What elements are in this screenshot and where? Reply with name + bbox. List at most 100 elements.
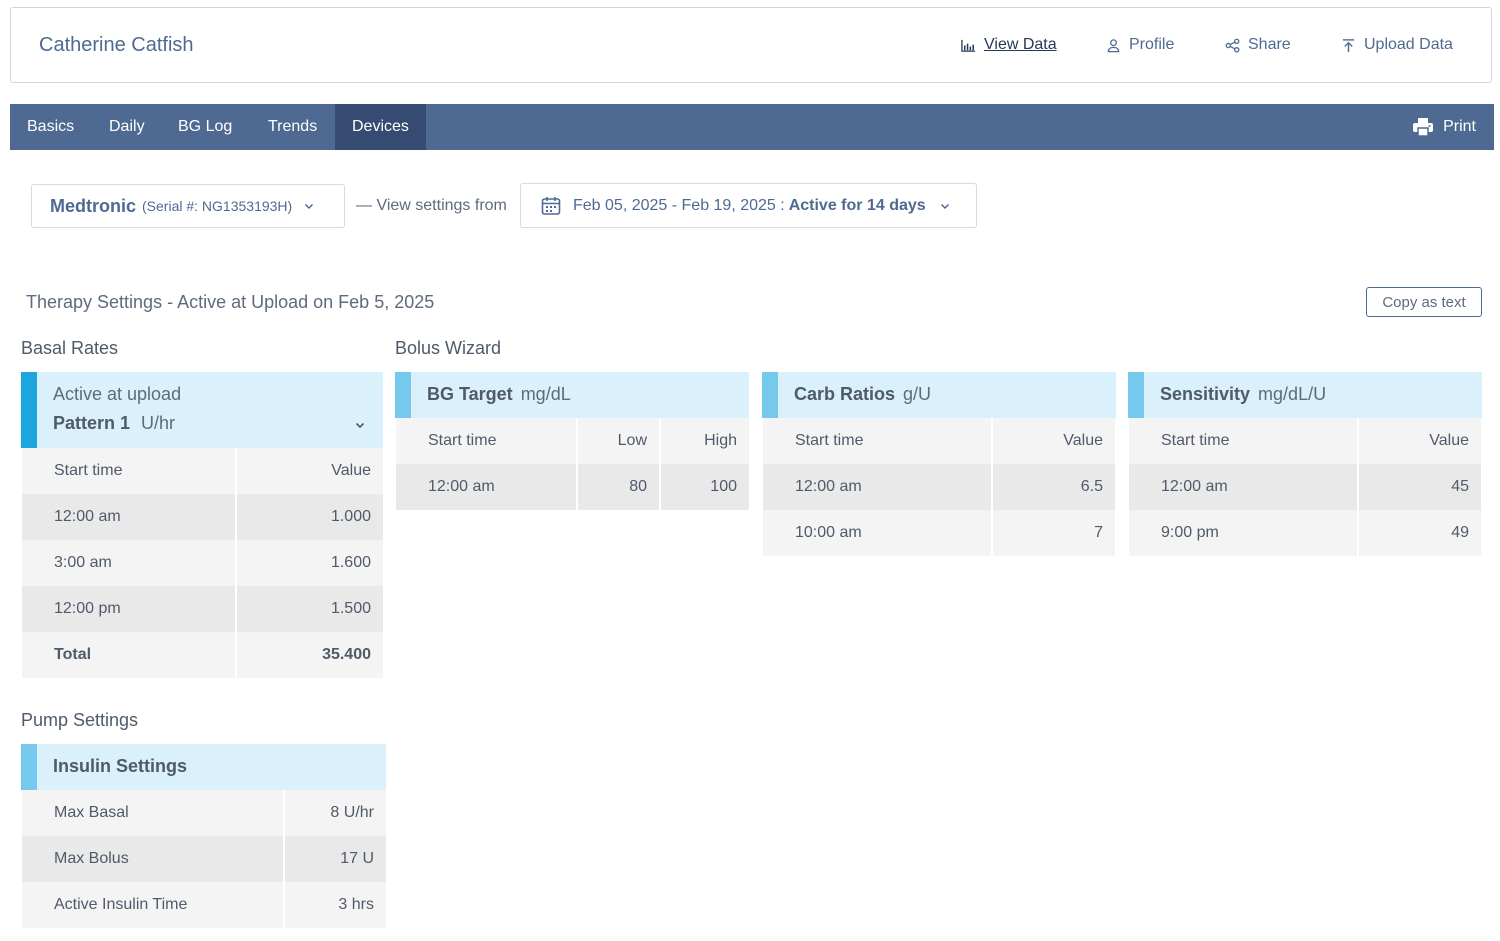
bar-chart-icon bbox=[961, 39, 976, 52]
table-row: Active Insulin Time 3 hrs bbox=[22, 882, 386, 928]
table-row: 12:00 am 1.000 bbox=[22, 494, 383, 540]
table-row: 12:00 am 80 100 bbox=[396, 464, 749, 510]
carb-ratios-header: Carb Ratios g/U bbox=[762, 372, 1116, 418]
basal-rates-title: Basal Rates bbox=[21, 338, 119, 358]
value-cell: 6.5 bbox=[992, 464, 1115, 510]
start-time-cell: 12:00 am bbox=[22, 494, 237, 540]
total-label: Total bbox=[22, 632, 237, 678]
start-time-cell: 12:00 am bbox=[1129, 464, 1359, 510]
basal-rates-table: Start time Value 12:00 am 1.000 3:00 am … bbox=[22, 448, 383, 678]
table-row: 12:00 pm 1.500 bbox=[22, 586, 383, 632]
copy-as-text-button[interactable]: Copy as text bbox=[1366, 287, 1482, 317]
device-name: Medtronic bbox=[50, 195, 137, 216]
tab-bg-log[interactable]: BG Log bbox=[178, 118, 233, 135]
column-header: Value bbox=[992, 418, 1115, 464]
date-range-dropdown[interactable]: Feb 05, 2025 - Feb 19, 2025 : Active for… bbox=[520, 183, 977, 228]
total-row: Total 35.400 bbox=[22, 632, 383, 678]
setting-label: Active Insulin Time bbox=[22, 882, 285, 928]
tab-daily[interactable]: Daily bbox=[109, 118, 145, 135]
share-label: Share bbox=[1248, 36, 1291, 53]
tab-devices[interactable]: Devices bbox=[335, 104, 426, 150]
start-time-cell: 12:00 am bbox=[396, 464, 578, 510]
insulin-settings-table: Max Basal 8 U/hr Max Bolus 17 U Active I… bbox=[22, 790, 386, 928]
chevron-down-icon bbox=[305, 203, 314, 210]
insulin-settings-header: Insulin Settings bbox=[21, 744, 386, 790]
carb-ratios-table: Start time Value 12:00 am 6.5 10:00 am 7 bbox=[763, 418, 1115, 556]
device-dropdown[interactable]: Medtronic (Serial #: NG1353193H) bbox=[31, 184, 345, 228]
column-header: Low bbox=[577, 418, 661, 464]
view-settings-label: — View settings from bbox=[356, 197, 507, 214]
carb-ratios-title: Carb Ratios g/U bbox=[794, 384, 932, 404]
bg-target-header: BG Target mg/dL bbox=[395, 372, 749, 418]
active-at-upload-label: Active at upload bbox=[53, 384, 182, 404]
calendar-icon bbox=[541, 196, 561, 215]
setting-label: Max Bolus bbox=[22, 836, 285, 882]
nav-bar: Basics Daily BG Log Trends Devices Print bbox=[10, 104, 1494, 150]
table-header-row: Start time Value bbox=[1129, 418, 1481, 464]
start-time-cell: 12:00 pm bbox=[22, 586, 237, 632]
setting-value: 17 U bbox=[284, 836, 386, 882]
profile-label: Profile bbox=[1129, 36, 1175, 53]
therapy-settings-title: Therapy Settings - Active at Upload on F… bbox=[26, 292, 435, 312]
column-header: Start time bbox=[1129, 418, 1359, 464]
start-time-cell: 10:00 am bbox=[763, 510, 993, 556]
share-link[interactable]: Share bbox=[1225, 36, 1291, 54]
setting-label: Max Basal bbox=[22, 790, 285, 836]
upload-data-label: Upload Data bbox=[1364, 36, 1453, 53]
bolus-wizard-title: Bolus Wizard bbox=[395, 338, 502, 358]
card-accent bbox=[21, 372, 37, 448]
basal-pattern-selector[interactable]: Active at upload Pattern 1 U/hr bbox=[21, 372, 383, 448]
chevron-down-icon bbox=[940, 203, 949, 209]
card-accent bbox=[1128, 372, 1144, 418]
table-row: 12:00 am 45 bbox=[1129, 464, 1481, 510]
view-data-link[interactable]: View Data bbox=[961, 36, 1057, 54]
value-cell: 7 bbox=[992, 510, 1115, 556]
column-header: Start time bbox=[763, 418, 993, 464]
patient-name[interactable]: Catherine Catfish bbox=[39, 34, 194, 56]
table-row: Max Bolus 17 U bbox=[22, 836, 386, 882]
table-row: 12:00 am 6.5 bbox=[763, 464, 1115, 510]
table-row: 10:00 am 7 bbox=[763, 510, 1115, 556]
value-cell: 1.000 bbox=[236, 494, 383, 540]
value-cell: 49 bbox=[1358, 510, 1481, 556]
column-header: High bbox=[660, 418, 749, 464]
table-row: 3:00 am 1.600 bbox=[22, 540, 383, 586]
sensitivity-table: Start time Value 12:00 am 45 9:00 pm 49 bbox=[1129, 418, 1481, 556]
active-duration: Active for 14 days bbox=[788, 196, 926, 214]
sensitivity-header: Sensitivity mg/dL/U bbox=[1128, 372, 1482, 418]
printer-icon bbox=[1413, 118, 1434, 136]
value-cell: 45 bbox=[1358, 464, 1481, 510]
chevron-down-icon bbox=[355, 422, 365, 429]
bg-target-title: BG Target mg/dL bbox=[427, 384, 571, 404]
value-cell: 1.600 bbox=[236, 540, 383, 586]
setting-value: 8 U/hr bbox=[284, 790, 386, 836]
share-icon bbox=[1225, 38, 1240, 52]
device-serial: (Serial #: NG1353193H) bbox=[142, 198, 293, 214]
sensitivity-title: Sensitivity mg/dL/U bbox=[1160, 384, 1327, 404]
print-button[interactable]: Print bbox=[1413, 104, 1476, 150]
upload-data-link[interactable]: Upload Data bbox=[1341, 36, 1453, 54]
tab-basics[interactable]: Basics bbox=[27, 118, 75, 135]
start-time-cell: 12:00 am bbox=[763, 464, 993, 510]
tab-trends[interactable]: Trends bbox=[268, 118, 318, 135]
print-label: Print bbox=[1443, 118, 1476, 135]
date-range-text: Feb 05, 2025 - Feb 19, 2025 : bbox=[573, 196, 785, 214]
total-value: 35.400 bbox=[236, 632, 383, 678]
bg-target-table: Start time Low High 12:00 am 80 100 bbox=[396, 418, 749, 510]
low-cell: 80 bbox=[577, 464, 661, 510]
basal-unit: U/hr bbox=[141, 413, 176, 433]
basal-pattern-label: Pattern 1 U/hr bbox=[53, 413, 175, 434]
start-time-cell: 3:00 am bbox=[22, 540, 237, 586]
value-cell: 1.500 bbox=[236, 586, 383, 632]
table-row: 9:00 pm 49 bbox=[1129, 510, 1481, 556]
column-header: Value bbox=[1358, 418, 1481, 464]
table-row: Max Basal 8 U/hr bbox=[22, 790, 386, 836]
column-header: Value bbox=[236, 448, 383, 494]
profile-link[interactable]: Profile bbox=[1106, 36, 1174, 54]
high-cell: 100 bbox=[660, 464, 749, 510]
view-data-label: View Data bbox=[984, 36, 1057, 53]
pump-settings-title: Pump Settings bbox=[21, 710, 139, 730]
person-icon bbox=[1107, 38, 1120, 52]
card-accent bbox=[395, 372, 411, 418]
pattern-name: Pattern 1 bbox=[53, 413, 131, 433]
